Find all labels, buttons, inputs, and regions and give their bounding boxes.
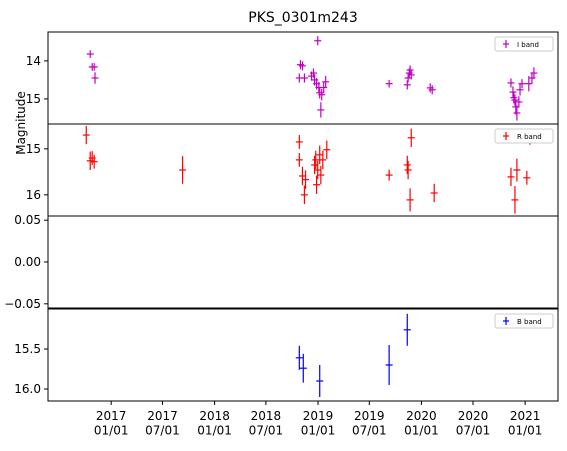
y-tick-label: 0.05: [14, 213, 41, 227]
y-tick-label: 16: [26, 188, 41, 202]
y-tick-label: −0.05: [4, 297, 41, 311]
x-tick-label: 2020 07/01: [456, 409, 491, 437]
y-tick-label: 0.00: [14, 255, 41, 269]
x-tick-label: 2019 07/01: [352, 409, 387, 437]
legend-box: [494, 36, 554, 52]
x-tick-label: 2017 07/01: [145, 409, 180, 437]
y-tick-label: 15: [26, 92, 41, 106]
y-tick-label: 16.0: [14, 382, 41, 396]
y-tick-label: 15.5: [14, 342, 41, 356]
x-tick-label: 2019 01/01: [301, 409, 336, 437]
x-tick-label: 2018 07/01: [249, 409, 284, 437]
legend-box: [494, 313, 554, 329]
x-tick-label: 2018 01/01: [197, 409, 232, 437]
legend-box: [494, 128, 554, 144]
x-tick-label: 2021 01/01: [508, 409, 543, 437]
y-axis-label: Magnitude: [14, 91, 28, 155]
axes-frame: [47, 215, 559, 309]
y-tick-label: 14: [26, 54, 41, 68]
x-tick-label: 2017 01/01: [94, 409, 129, 437]
x-tick-label: 2020 01/01: [404, 409, 439, 437]
legend-label: I band: [517, 41, 539, 49]
axes-frame: [47, 308, 559, 402]
legend-label: B band: [517, 318, 542, 326]
legend-label: R band: [517, 133, 542, 141]
chart-title: PKS_0301m243: [248, 10, 358, 26]
y-tick-label: 15: [26, 142, 41, 156]
